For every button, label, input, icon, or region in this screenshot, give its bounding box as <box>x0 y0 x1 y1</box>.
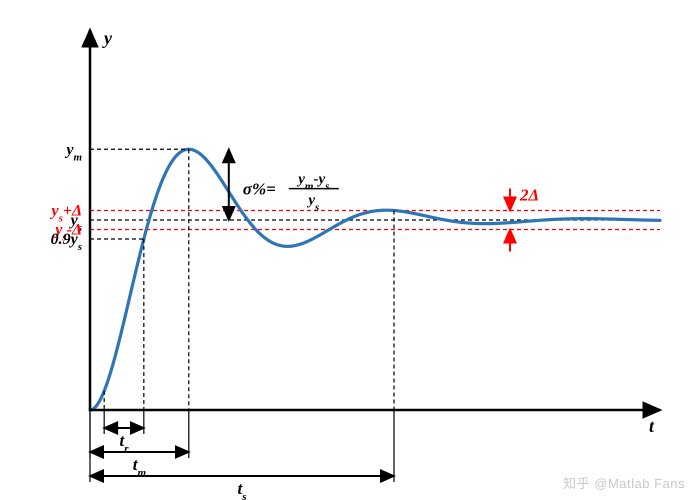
point9ys-label: 0.9ys <box>51 231 82 253</box>
overshoot-formula: σ%=ym-ysys <box>243 172 339 214</box>
y-axis-label: y <box>102 28 113 48</box>
ym-label: ym <box>64 141 82 163</box>
ts-dim-label: ts <box>237 479 246 500</box>
two-delta-label: 2Δ <box>519 186 539 205</box>
x-axis-label: t <box>649 416 655 436</box>
step-response-diagram: ytσ%=ym-ysys2Δymys+Δysys-Δ0.9ystrtmts <box>0 0 695 500</box>
svg-text:σ%=: σ%= <box>243 180 276 199</box>
watermark-text: 知乎 @Matlab Fans <box>563 473 685 492</box>
svg-text:ym-ys: ym-ys <box>296 172 329 193</box>
response-curve <box>90 149 660 410</box>
